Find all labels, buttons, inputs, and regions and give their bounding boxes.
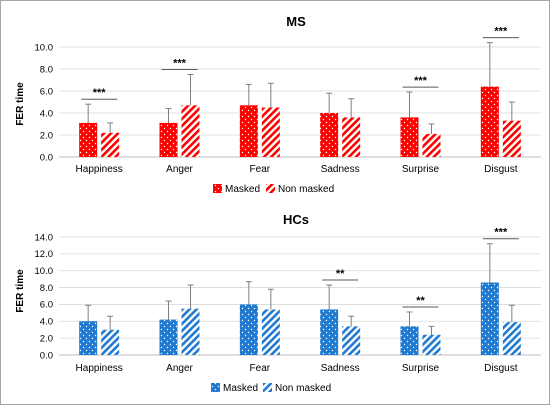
category-label: Disgust [484,363,518,374]
chart-ms-yticks: 0.0 2.0 4.0 6.0 8.0 10.0 [35,42,54,163]
chart-hcs-legend: Masked Non masked [211,383,331,394]
bar-ms-masked [320,113,339,157]
legend-hcs-masked-swatch [211,383,220,392]
legend-hcs-nonmasked-label: Non masked [275,383,331,394]
y-tick-label: 6.0 [40,300,53,311]
category-label: Surprise [402,363,440,374]
legend-hcs-nonmasked-swatch [263,383,272,392]
legend-ms-masked-swatch [213,184,222,193]
chart-ms-errorbars [85,42,515,134]
y-tick-label: 4.0 [40,108,53,119]
bar-ms-nonmasked [181,105,200,157]
bar-ms-masked [79,122,98,157]
bar-hcs-nonmasked [422,334,441,355]
significance-label: *** [494,227,508,239]
bar-hcs-masked [320,309,339,355]
bar-hcs-nonmasked [101,329,120,355]
bar-ms-nonmasked [502,120,521,157]
chart-ms-title: MS [286,14,306,29]
chart-ms-categories: Happiness Anger Fear Sadness Surprise Disgust [76,164,518,175]
chart-hcs-errorbars [85,243,515,335]
significance-label: ** [416,295,425,307]
category-label: Fear [250,363,271,374]
category-label: Anger [166,363,193,374]
y-tick-label: 8.0 [40,283,53,294]
category-label: Sadness [321,164,360,175]
bar-hcs-nonmasked [342,326,361,355]
bar-ms-nonmasked [261,107,280,157]
chart-hcs-bars [79,282,521,355]
bar-hcs-nonmasked [261,309,280,355]
legend-ms-masked-label: Masked [225,184,260,195]
bar-ms-nonmasked [101,132,120,157]
y-tick-label: 4.0 [40,317,53,328]
legend-ms-nonmasked-swatch [266,184,275,193]
y-tick-label: 12.0 [35,249,54,260]
y-tick-label: 10.0 [35,42,54,53]
chart-hcs-yticks: 0.0 2.0 4.0 6.0 8.0 10.0 12.0 14.0 [35,232,54,361]
bar-hcs-masked [239,304,258,355]
bar-ms-masked [400,117,419,157]
chart-hcs-significance: ******* [322,227,519,308]
category-label: Anger [166,164,193,175]
bar-hcs-masked [400,326,419,355]
chart-ms-significance: *** *** *** *** [81,26,519,100]
bar-ms-nonmasked [342,117,361,157]
legend-hcs-masked-label: Masked [223,383,258,394]
bar-hcs-nonmasked [502,322,521,355]
category-label: Surprise [402,164,440,175]
bar-hcs-nonmasked [181,308,200,355]
significance-label: *** [414,75,428,87]
y-tick-label: 14.0 [35,232,54,243]
category-label: Sadness [321,363,360,374]
bar-ms-masked [480,86,499,157]
significance-label: ** [336,268,345,280]
significance-label: *** [173,58,187,70]
chart-hcs-categories: Happiness Anger Fear Sadness Surprise Disgust [76,363,518,374]
significance-label: *** [494,26,508,38]
y-tick-label: 0.0 [40,350,53,361]
y-tick-label: 2.0 [40,130,53,141]
category-label: Happiness [76,164,123,175]
category-label: Disgust [484,164,518,175]
chart-ms-ylabel: FER time [15,82,26,126]
bar-hcs-masked [159,319,178,355]
y-tick-label: 8.0 [40,64,53,75]
y-tick-label: 10.0 [35,266,54,277]
chart-ms-gridlines [59,46,541,158]
category-label: Fear [250,164,271,175]
chart-ms-bars [79,86,521,157]
legend-ms-nonmasked-label: Non masked [278,184,334,195]
bar-hcs-masked [480,282,499,355]
category-label: Happiness [76,363,123,374]
significance-label: *** [93,87,107,99]
chart-hcs-gridlines [59,236,541,356]
bar-hcs-masked [79,321,98,355]
chart-ms-legend: Masked Non masked [213,184,334,195]
y-tick-label: 2.0 [40,333,53,344]
bar-ms-masked [239,105,258,157]
y-tick-label: 6.0 [40,86,53,97]
chart-hcs-title: HCs [283,212,309,227]
bar-ms-nonmasked [422,133,441,157]
y-tick-label: 0.0 [40,152,53,163]
bar-ms-masked [159,122,178,157]
chart-hcs-ylabel: FER time [15,269,26,313]
